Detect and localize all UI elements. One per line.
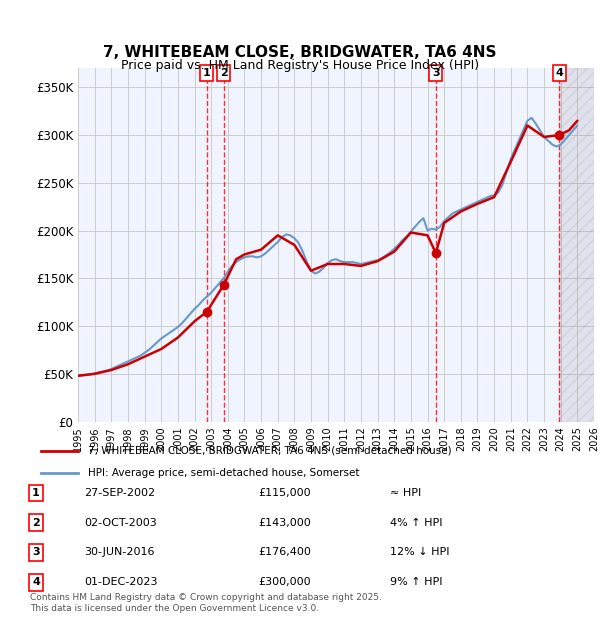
Text: 1: 1 <box>32 488 40 498</box>
Text: 12% ↓ HPI: 12% ↓ HPI <box>390 547 449 557</box>
Text: 4% ↑ HPI: 4% ↑ HPI <box>390 518 443 528</box>
Text: 1: 1 <box>203 68 211 78</box>
Text: HPI: Average price, semi-detached house, Somerset: HPI: Average price, semi-detached house,… <box>88 468 359 478</box>
Text: 30-JUN-2016: 30-JUN-2016 <box>84 547 155 557</box>
Text: 2: 2 <box>32 518 40 528</box>
Text: 7, WHITEBEAM CLOSE, BRIDGWATER, TA6 4NS (semi-detached house): 7, WHITEBEAM CLOSE, BRIDGWATER, TA6 4NS … <box>88 446 452 456</box>
Text: 7, WHITEBEAM CLOSE, BRIDGWATER, TA6 4NS: 7, WHITEBEAM CLOSE, BRIDGWATER, TA6 4NS <box>103 45 497 60</box>
Text: 9% ↑ HPI: 9% ↑ HPI <box>390 577 443 587</box>
Text: £115,000: £115,000 <box>258 488 311 498</box>
Text: 2: 2 <box>220 68 227 78</box>
Text: 02-OCT-2003: 02-OCT-2003 <box>84 518 157 528</box>
Text: 01-DEC-2023: 01-DEC-2023 <box>84 577 157 587</box>
Text: Contains HM Land Registry data © Crown copyright and database right 2025.
This d: Contains HM Land Registry data © Crown c… <box>30 593 382 613</box>
Text: Price paid vs. HM Land Registry's House Price Index (HPI): Price paid vs. HM Land Registry's House … <box>121 59 479 71</box>
Text: £143,000: £143,000 <box>258 518 311 528</box>
Text: 3: 3 <box>32 547 40 557</box>
Bar <box>559 68 594 422</box>
Text: 4: 4 <box>32 577 40 587</box>
Text: £300,000: £300,000 <box>258 577 311 587</box>
Text: 4: 4 <box>556 68 563 78</box>
Text: ≈ HPI: ≈ HPI <box>390 488 421 498</box>
Text: 27-SEP-2002: 27-SEP-2002 <box>84 488 155 498</box>
Text: £176,400: £176,400 <box>258 547 311 557</box>
Text: 3: 3 <box>432 68 440 78</box>
